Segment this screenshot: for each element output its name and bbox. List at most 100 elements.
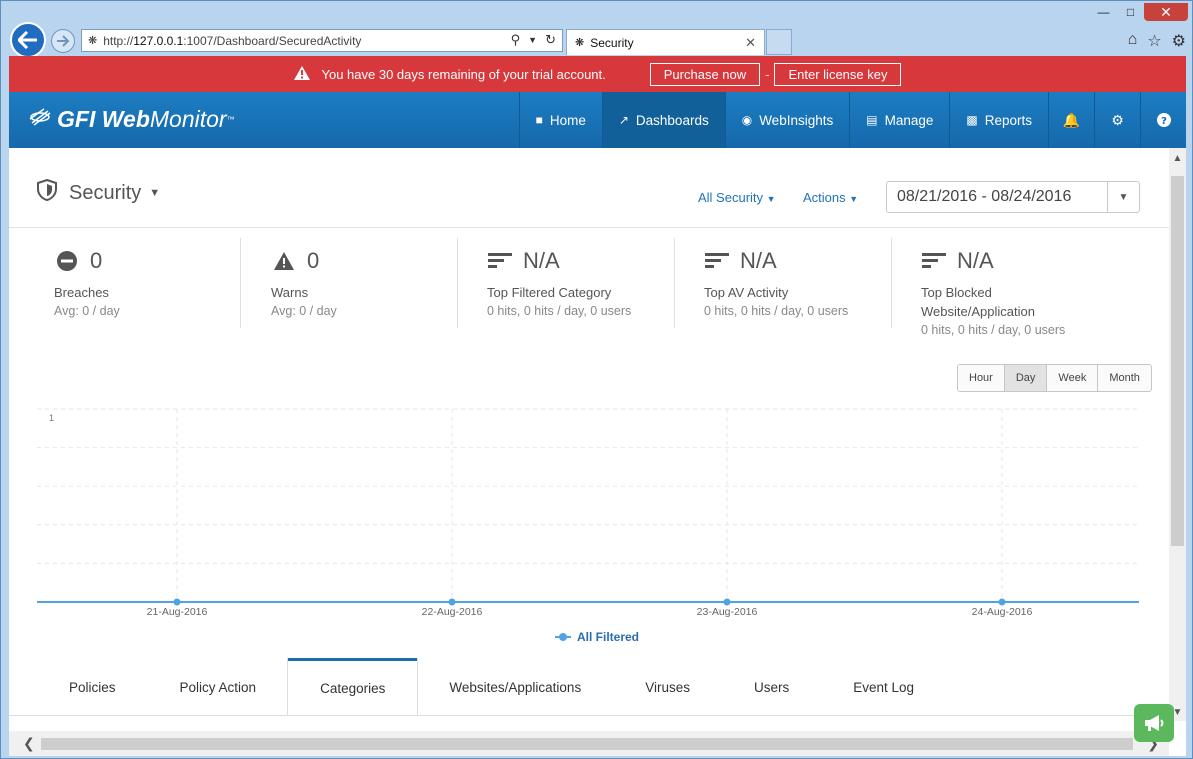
notifications-button[interactable]: 🔔 xyxy=(1048,92,1094,148)
help-icon: ? xyxy=(1156,113,1171,127)
trial-message: You have 30 days remaining of your trial… xyxy=(321,66,606,82)
nav-manage[interactable]: ▤ Manage xyxy=(849,92,949,148)
caret-down-icon: ▼ xyxy=(766,194,776,204)
gear-icon: ⚙ xyxy=(1111,111,1124,128)
y-tick-label: 1 xyxy=(49,413,54,423)
caret-down-icon[interactable]: ▼ xyxy=(1107,182,1139,212)
granularity-toggle: Hour Day Week Month xyxy=(957,364,1152,392)
help-button[interactable]: ? xyxy=(1140,92,1186,148)
settings-gear-icon[interactable]: ⚙ xyxy=(1171,33,1186,50)
data-point xyxy=(998,598,1006,606)
tab-users[interactable]: Users xyxy=(753,679,790,695)
vertical-scrollbar[interactable]: ▲ ▼ xyxy=(1169,148,1186,721)
minus-circle-icon xyxy=(54,248,80,274)
horizontal-scroll-thumb[interactable] xyxy=(41,738,1133,750)
arrow-left-icon xyxy=(18,31,37,49)
shield-icon xyxy=(37,178,57,207)
legend-marker-icon xyxy=(555,633,571,641)
detail-tabs: Policies Policy Action Categories Websit… xyxy=(37,658,946,716)
horizontal-scrollbar[interactable]: ❮ ❯ xyxy=(9,731,1169,756)
tab-title: Security xyxy=(590,35,634,50)
purchase-now-button[interactable]: Purchase now xyxy=(649,62,761,86)
x-tick-label: 23-Aug-2016 xyxy=(697,606,758,618)
bars-icon xyxy=(487,248,513,274)
url-text: http://127.0.0.1:1007/Dashboard/SecuredA… xyxy=(103,33,362,48)
gfi-webmonitor-logo[interactable]: GFI Web Monitor ™ xyxy=(29,106,235,133)
close-window-button[interactable]: ✕ xyxy=(1144,3,1188,21)
arrow-right-icon xyxy=(57,35,70,47)
chevron-right-icon[interactable]: ❯ xyxy=(1147,735,1159,751)
date-range-value: 08/21/2016 - 08/24/2016 xyxy=(897,188,1072,205)
granularity-day-button[interactable]: Day xyxy=(1004,365,1048,391)
home-icon: ■ xyxy=(535,113,543,127)
dashboard-titlebar: Security ▼ All Security ▼ Actions ▼ 08/2… xyxy=(9,148,1186,228)
search-icon[interactable]: ⚲ xyxy=(510,32,521,47)
stat-top-filtered-category: N/A Top Filtered Category 0 hits, 0 hits… xyxy=(487,248,632,318)
stat-divider xyxy=(457,238,458,328)
nav-dashboards[interactable]: ↗ Dashboards xyxy=(601,92,725,148)
nav-home[interactable]: ■ Home xyxy=(518,92,602,148)
tab-categories[interactable]: Categories xyxy=(288,658,418,716)
granularity-month-button[interactable]: Month xyxy=(1098,365,1151,391)
chevron-up-icon[interactable]: ▲ xyxy=(1172,153,1183,164)
close-tab-icon[interactable]: ✕ xyxy=(745,35,756,50)
eye-icon: ◉ xyxy=(741,113,753,127)
stat-divider xyxy=(674,238,675,328)
window-controls: — □ ✕ xyxy=(1090,3,1188,21)
address-bar[interactable]: ❋ http://127.0.0.1:1007/Dashboard/Secure… xyxy=(81,29,563,52)
chart-legend[interactable]: All Filtered xyxy=(555,630,639,644)
home-icon[interactable]: ⌂ xyxy=(1127,31,1138,48)
tab-policies[interactable]: Policies xyxy=(69,679,116,695)
web-page: You have 30 days remaining of your trial… xyxy=(9,56,1186,756)
svg-text:?: ? xyxy=(1161,116,1167,127)
legend-label: All Filtered xyxy=(577,630,640,644)
site-favicon-icon: ❋ xyxy=(575,37,585,49)
vertical-scroll-thumb[interactable] xyxy=(1171,176,1184,546)
x-tick-label: 22-Aug-2016 xyxy=(422,606,483,618)
stat-top-av-activity: N/A Top AV Activity 0 hits, 0 hits / day… xyxy=(704,248,849,318)
site-favicon-icon: ❋ xyxy=(88,35,98,47)
browser-toolbar: ⌂ ☆ ⚙ xyxy=(1128,31,1186,51)
minimize-button[interactable]: — xyxy=(1097,5,1110,19)
nav-reports[interactable]: ▩ Reports xyxy=(949,92,1048,148)
chevron-left-icon[interactable]: ❮ xyxy=(23,735,35,751)
feedback-button[interactable] xyxy=(1134,704,1174,742)
date-range-picker[interactable]: 08/21/2016 - 08/24/2016 ▼ xyxy=(886,181,1140,213)
stats-row: 0 Breaches Avg: 0 / day 0 Warns Avg: 0 /… xyxy=(9,228,1186,353)
stat-divider xyxy=(240,238,241,328)
app-header: GFI Web Monitor ™ ■ Home ↗ Dashboards ◉ WebIn… xyxy=(9,92,1186,148)
granularity-hour-button[interactable]: Hour xyxy=(958,365,1005,391)
granularity-week-button[interactable]: Week xyxy=(1047,365,1099,391)
all-security-dropdown[interactable]: All Security ▼ xyxy=(698,190,776,205)
stat-warns: 0 Warns Avg: 0 / day xyxy=(271,248,337,318)
favorites-star-icon[interactable]: ☆ xyxy=(1147,33,1162,50)
settings-button[interactable]: ⚙ xyxy=(1094,92,1140,148)
actions-dropdown[interactable]: Actions ▼ xyxy=(803,190,859,205)
bar-chart-icon: ▩ xyxy=(966,113,978,127)
dropdown-icon[interactable]: ▼ xyxy=(528,35,538,45)
chevron-down-icon[interactable]: ▼ xyxy=(1172,707,1183,718)
enter-license-key-button[interactable]: Enter license key xyxy=(774,62,902,86)
logo-mark-icon xyxy=(29,106,51,133)
bars-icon xyxy=(704,248,730,274)
maximize-button[interactable]: □ xyxy=(1126,5,1135,19)
trial-separator: - xyxy=(765,66,770,82)
tab-policy-action[interactable]: Policy Action xyxy=(179,679,257,695)
data-point xyxy=(173,598,181,606)
trial-banner: You have 30 days remaining of your trial… xyxy=(9,56,1186,92)
tab-event-log[interactable]: Event Log xyxy=(853,679,915,695)
tab-websites-applications[interactable]: Websites/Applications xyxy=(449,679,582,695)
refresh-icon[interactable]: ↻ xyxy=(545,32,556,47)
back-button[interactable] xyxy=(10,22,46,58)
stat-divider xyxy=(891,238,892,328)
warning-icon xyxy=(271,248,297,274)
new-tab-button[interactable] xyxy=(766,29,792,55)
page-title[interactable]: Security ▼ xyxy=(37,178,161,207)
nav-webinsights[interactable]: ◉ WebInsights xyxy=(724,92,850,148)
caret-down-icon: ▼ xyxy=(149,187,161,199)
browser-tab[interactable]: ❋ Security ✕ xyxy=(566,29,765,55)
forward-button[interactable] xyxy=(51,29,75,53)
tab-viruses[interactable]: Viruses xyxy=(645,679,690,695)
x-tick-label: 24-Aug-2016 xyxy=(972,606,1033,618)
stat-top-blocked: N/A Top Blocked Website/Application 0 hi… xyxy=(921,248,1066,337)
